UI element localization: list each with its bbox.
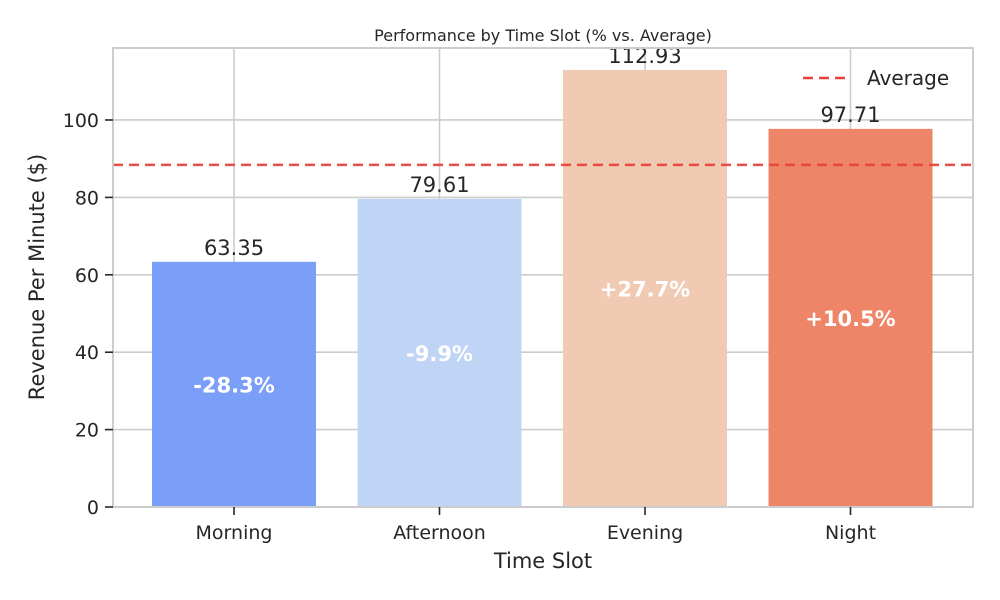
y-tick-label: 100 (63, 110, 99, 132)
bar-evening (563, 69, 727, 508)
plot-frame (112, 47, 974, 508)
x-tick-label: Night (825, 522, 876, 544)
y-tick-label: 20 (75, 420, 99, 442)
y-tick-label: 80 (75, 187, 99, 209)
y-tick-label: 40 (75, 342, 99, 364)
y-tick-label: 60 (75, 265, 99, 287)
legend: Average (803, 66, 949, 90)
x-tick-label: Afternoon (393, 522, 486, 544)
x-tick-label: Morning (196, 522, 273, 544)
bar-value-label: 79.61 (409, 173, 469, 197)
bar-percent-label: +10.5% (805, 307, 895, 331)
bar-value-label: 63.35 (204, 236, 264, 260)
x-axis: Morning Afternoon Evening Night (196, 507, 876, 544)
bar-percent-label: -28.3% (193, 373, 275, 397)
legend-label-average: Average (867, 66, 949, 90)
chart-title: Performance by Time Slot (% vs. Average) (374, 26, 712, 45)
bar-percent-label: -9.9% (406, 342, 473, 366)
bars: 63.35 -28.3% 79.61 -9.9% 112.93 +27.7% 97.71 +1… (152, 44, 933, 508)
x-tick-label: Evening (607, 522, 683, 544)
x-axis-label: Time Slot (493, 549, 592, 573)
bar-percent-label: +27.7% (600, 277, 690, 301)
y-axis: 0 20 40 60 80 100 (63, 110, 113, 519)
bar-night (768, 128, 933, 507)
y-axis-label: Revenue Per Minute ($) (25, 154, 49, 400)
bar-value-label: 112.93 (608, 44, 681, 68)
bar-afternoon (357, 198, 522, 507)
y-tick-label: 0 (87, 497, 99, 519)
bar-morning (152, 261, 316, 507)
bar-value-label: 97.71 (820, 103, 880, 127)
